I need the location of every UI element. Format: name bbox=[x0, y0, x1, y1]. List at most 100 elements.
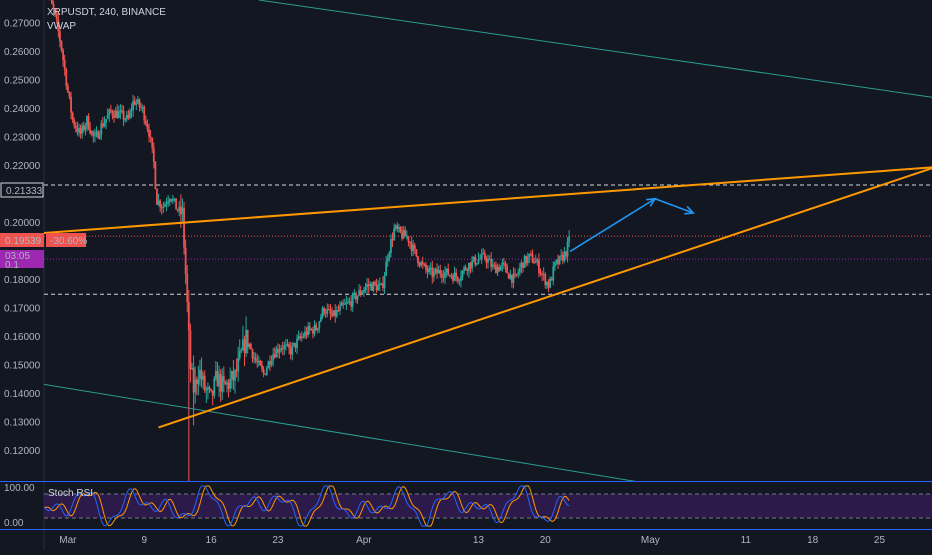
candle-body bbox=[503, 262, 505, 264]
candle-body bbox=[509, 274, 512, 279]
candle-body bbox=[496, 267, 499, 274]
candle-body bbox=[240, 349, 243, 352]
candle-body bbox=[59, 31, 61, 42]
candle-body bbox=[405, 236, 408, 238]
candle-body bbox=[490, 259, 493, 267]
candle-body bbox=[135, 102, 138, 105]
time-tick-label: 20 bbox=[540, 535, 552, 546]
candle-body bbox=[113, 115, 115, 118]
candle-body bbox=[339, 305, 341, 311]
candle-body bbox=[242, 339, 244, 350]
support-trendline bbox=[158, 167, 932, 429]
candle-body bbox=[561, 255, 564, 262]
candle-body bbox=[97, 131, 100, 139]
candle-body bbox=[342, 303, 345, 305]
candle-body bbox=[216, 370, 219, 387]
candle-body bbox=[186, 273, 189, 303]
candle-body bbox=[76, 128, 79, 133]
candle-body bbox=[358, 290, 360, 296]
candle-body bbox=[119, 110, 122, 113]
candle-body bbox=[428, 268, 431, 272]
candle-body bbox=[130, 110, 133, 112]
candle-body bbox=[205, 389, 208, 391]
candle-body bbox=[495, 265, 497, 274]
candle-body bbox=[402, 229, 405, 239]
countdown-label: 03:05 bbox=[5, 251, 30, 262]
candle-body bbox=[323, 308, 325, 314]
time-tick-label: 23 bbox=[272, 535, 284, 546]
candle-body bbox=[464, 267, 467, 270]
candle-body bbox=[442, 276, 445, 278]
candle-body bbox=[485, 258, 488, 263]
candle-body bbox=[450, 275, 453, 277]
candle-body bbox=[444, 272, 446, 278]
price-tick-label: 0.12000 bbox=[4, 446, 41, 457]
candle-body bbox=[522, 262, 524, 268]
candle-body bbox=[253, 357, 255, 359]
candle-body bbox=[249, 343, 252, 350]
candle-body bbox=[528, 253, 531, 257]
candle-body bbox=[281, 348, 284, 350]
candle-body bbox=[194, 379, 197, 393]
candle-body bbox=[515, 274, 518, 276]
candle-body bbox=[94, 135, 96, 137]
candle-body bbox=[391, 239, 394, 241]
time-tick-label: 9 bbox=[141, 535, 147, 546]
price-axis[interactable]: 0.27000 0.26000 0.25000 0.24000 0.23000 0.220… bbox=[4, 18, 41, 457]
stoch-rsi-pane[interactable] bbox=[44, 485, 932, 527]
candle-body bbox=[351, 294, 354, 307]
price-pane[interactable] bbox=[43, 0, 932, 484]
candle-body bbox=[71, 112, 74, 121]
candle-body bbox=[533, 262, 536, 264]
change-percent-label: -30.60% bbox=[50, 236, 87, 247]
time-axis[interactable]: Mar 9 16 23 Apr 13 20 May 11 18 25 bbox=[59, 535, 885, 546]
candle-body bbox=[179, 206, 182, 215]
candle-body bbox=[183, 207, 185, 248]
price-tick-label: 0.13000 bbox=[4, 418, 41, 429]
price-tick-label: 0.20000 bbox=[4, 218, 41, 229]
candle-body bbox=[347, 301, 349, 303]
candle-body bbox=[394, 225, 397, 229]
candle-body bbox=[152, 147, 155, 162]
candle-body bbox=[369, 284, 372, 287]
candle-body bbox=[267, 361, 270, 369]
candle-body bbox=[350, 301, 353, 307]
candle-body bbox=[555, 259, 558, 263]
candle-body bbox=[308, 326, 311, 330]
candle-body bbox=[375, 284, 378, 291]
candle-body bbox=[184, 247, 187, 274]
candle-body bbox=[116, 110, 119, 119]
level-upper-badge bbox=[0, 182, 44, 198]
candle-body bbox=[197, 378, 200, 384]
candle-body bbox=[463, 267, 466, 271]
candle-body bbox=[534, 261, 537, 264]
price-tick-label: 0.16000 bbox=[4, 332, 41, 343]
candle-body bbox=[57, 19, 60, 32]
candle-body bbox=[423, 264, 426, 266]
candle-body bbox=[343, 303, 346, 305]
candle-body bbox=[136, 99, 139, 103]
candle-body bbox=[100, 123, 103, 135]
candle-body bbox=[289, 348, 292, 355]
candle-body bbox=[553, 262, 556, 267]
candle-body bbox=[326, 309, 329, 314]
candle-body bbox=[307, 326, 310, 336]
candle-body bbox=[498, 267, 501, 271]
level-upper-label: 0.21333 bbox=[6, 186, 43, 197]
candle-body bbox=[122, 110, 125, 120]
candle-body bbox=[345, 302, 348, 304]
candle-body bbox=[335, 310, 338, 317]
candle-body bbox=[291, 345, 294, 355]
candle-body bbox=[232, 371, 235, 381]
candle-body bbox=[95, 131, 98, 136]
candle-body bbox=[264, 373, 267, 375]
candle-body bbox=[243, 339, 246, 353]
candle-body bbox=[52, 4, 55, 10]
candle-body bbox=[409, 241, 411, 243]
candle-body bbox=[89, 129, 92, 134]
candle-body bbox=[181, 207, 184, 215]
candle-body bbox=[313, 324, 316, 334]
candle-body bbox=[297, 336, 300, 339]
